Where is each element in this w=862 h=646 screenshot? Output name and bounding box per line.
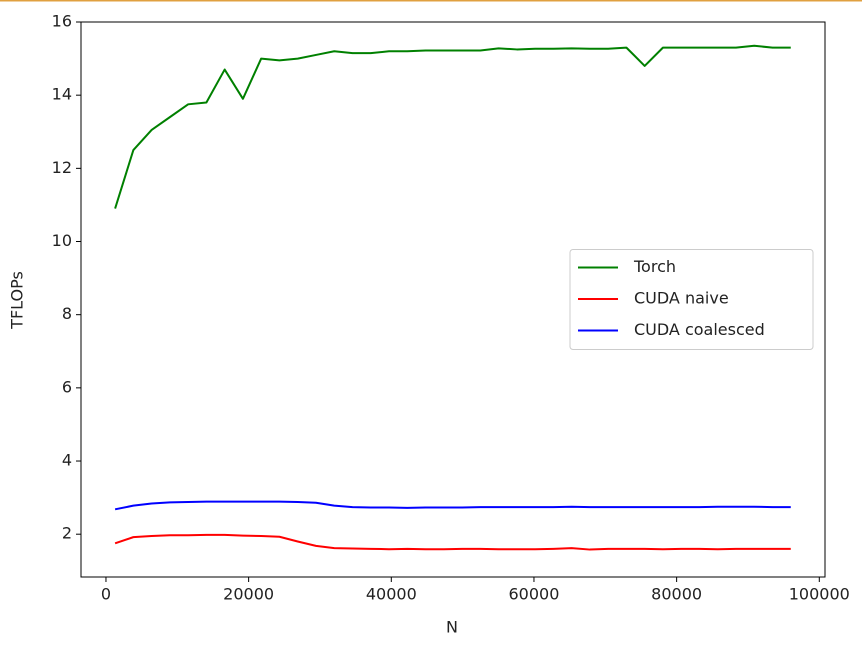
y-tick-label: 10	[52, 231, 72, 250]
x-tick-label: 60000	[509, 585, 560, 604]
y-tick-label: 8	[62, 304, 72, 323]
x-tick-label: 100000	[789, 585, 850, 604]
y-tick-label: 4	[62, 451, 72, 470]
y-axis-label: TFLOPs	[8, 271, 27, 330]
legend-box	[569, 249, 814, 350]
y-tick-label: 12	[52, 158, 72, 177]
legend-label: Torch	[633, 257, 676, 276]
y-tick-label: 14	[52, 85, 72, 104]
series-line	[114, 500, 791, 511]
y-tick-label: 16	[52, 12, 72, 31]
series-line	[114, 44, 791, 209]
legend-label: CUDA naive	[634, 289, 729, 308]
y-tick-label: 2	[62, 524, 72, 543]
x-axis-label: N	[446, 618, 458, 637]
legend-label: CUDA coalesced	[634, 320, 765, 339]
plot-frame	[80, 21, 826, 578]
x-tick-label: 80000	[651, 585, 702, 604]
x-tick-label: 0	[101, 585, 111, 604]
x-tick-label: 40000	[366, 585, 417, 604]
x-tick-label: 20000	[223, 585, 274, 604]
y-tick-label: 6	[62, 377, 72, 396]
series-line	[114, 533, 791, 551]
